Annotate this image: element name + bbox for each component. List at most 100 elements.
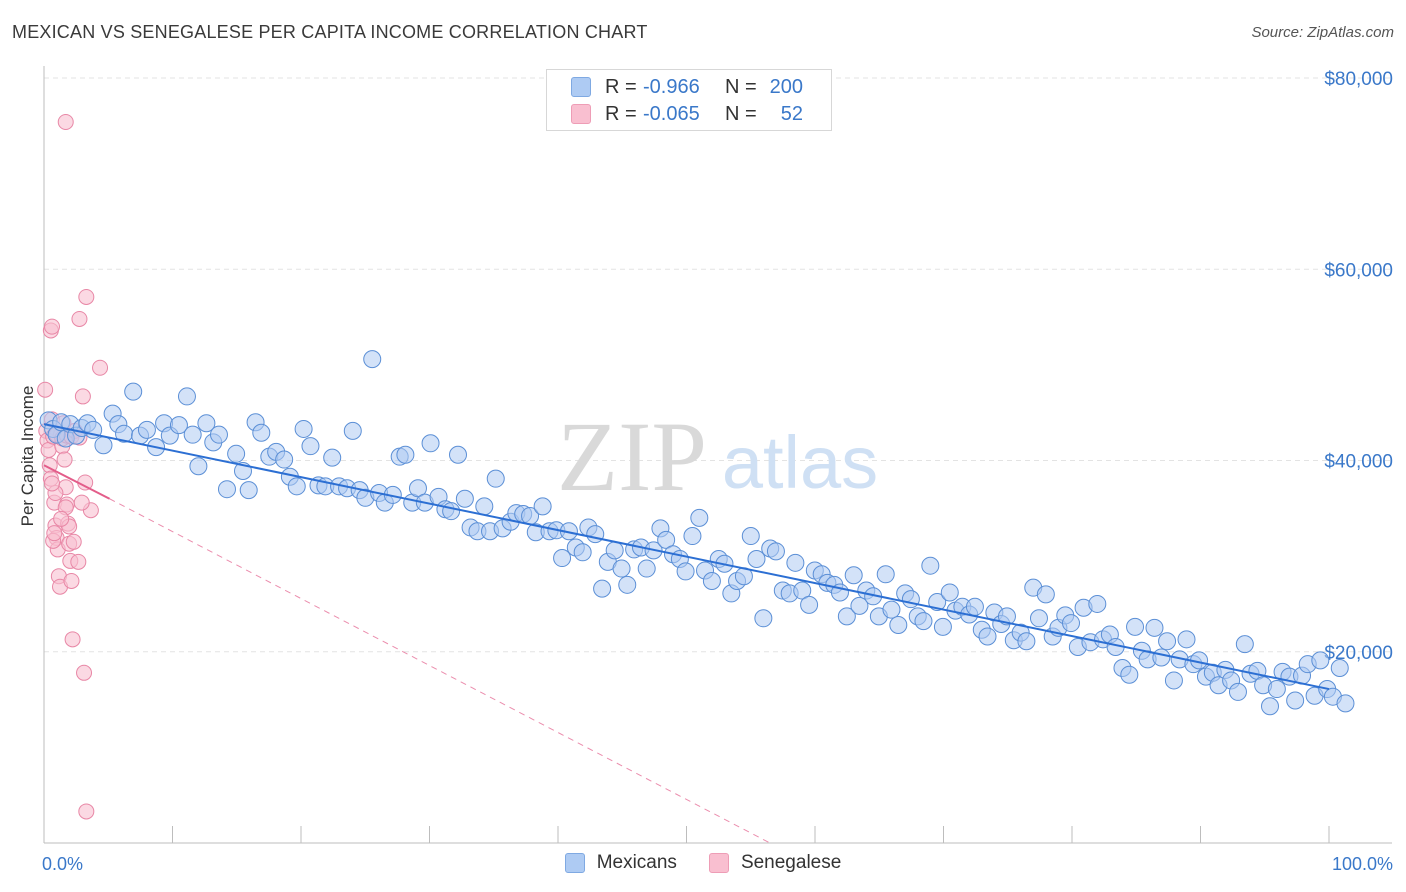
mexicans-point: [408, 479, 427, 498]
mexicans-point: [702, 571, 721, 590]
mexicans-point: [657, 530, 676, 549]
mexicans-point: [1158, 632, 1177, 651]
senegalese-point: [40, 441, 57, 458]
mexicans-point: [1177, 630, 1196, 649]
y-tick-label: $20,000: [1324, 643, 1393, 664]
series-legend: Mexicans Senegalese: [0, 852, 1406, 874]
senegalese-point: [73, 494, 90, 511]
senegalese-point: [46, 525, 63, 542]
mexicans-point: [901, 590, 920, 609]
legend-n-value: 200: [769, 75, 803, 98]
mexicans-point: [1017, 632, 1036, 651]
mexicans-point: [676, 562, 695, 581]
mexicans-point: [421, 434, 440, 453]
watermark-zip: ZIP: [557, 401, 707, 512]
mexicans-point: [882, 600, 901, 619]
mexicans-point: [690, 508, 709, 527]
mexicans-point: [449, 445, 468, 464]
mexicans-point: [837, 607, 856, 626]
mexicans-point: [793, 581, 812, 600]
senegalese-point: [57, 113, 74, 130]
mexicans-point: [637, 559, 656, 578]
mexicans-point: [486, 469, 505, 488]
mexicans-point: [1228, 682, 1247, 701]
mexicans-point: [442, 502, 461, 521]
mexicans-point: [169, 416, 188, 435]
legend-r-value: -0.065: [643, 102, 700, 125]
x-tick-label: 0.0%: [42, 854, 83, 874]
mexicans-point: [137, 420, 156, 439]
mexicans-point: [363, 350, 382, 369]
mexicans-point: [177, 387, 196, 406]
legend-swatch-mexicans: [564, 853, 585, 873]
mexicans-point: [786, 553, 805, 572]
senegalese-point: [53, 510, 70, 527]
mexicans-point: [343, 421, 362, 440]
mexicans-point: [876, 565, 895, 584]
mexicans-point: [1036, 585, 1055, 604]
mexicans-point: [754, 609, 773, 628]
senegalese-point: [74, 388, 91, 405]
senegalese-point: [77, 474, 94, 491]
mexicans-point: [275, 450, 294, 469]
mexicans-point: [124, 382, 143, 401]
legend-row-mexicans: R = -0.966 N = 200: [571, 75, 803, 99]
senegalese-point: [78, 288, 95, 305]
mexicans-point: [94, 436, 113, 455]
senegalese-point: [63, 572, 80, 589]
legend-r-value: -0.966: [643, 75, 700, 98]
mexicans-point: [475, 497, 494, 516]
mexicans-point: [323, 448, 342, 467]
mexicans-point: [227, 444, 246, 463]
mexicans-point: [294, 419, 313, 438]
mexicans-point: [189, 457, 208, 476]
senegalese-point: [92, 359, 109, 376]
mexicans-points: [39, 350, 1355, 716]
legend-n-label: N =: [725, 75, 757, 98]
mexicans-point: [455, 489, 474, 508]
senegalese-trend-extended: [109, 498, 771, 844]
mexicans-point: [209, 425, 228, 444]
senegalese-point: [44, 318, 61, 335]
mexicans-point: [1286, 691, 1305, 710]
mexicans-point: [573, 543, 592, 562]
mexicans-point: [301, 437, 320, 456]
mexicans-point: [683, 527, 702, 546]
senegalese-trend-line: [43, 464, 110, 500]
chart-title: MEXICAN VS SENEGALESE PER CAPITA INCOME …: [12, 22, 648, 42]
legend-row-senegalese: R = -0.065 N = 52: [571, 102, 803, 126]
senegalese-point: [64, 631, 81, 648]
mexicans-point: [766, 542, 785, 561]
mexicans-point: [1126, 617, 1145, 636]
x-tick-label: 100.0%: [1332, 854, 1393, 874]
mexicans-point: [239, 481, 258, 500]
mexicans-point: [921, 556, 940, 575]
mexicans-point: [1235, 635, 1254, 654]
mexicans-point: [593, 579, 612, 598]
mexicans-point: [533, 497, 552, 516]
legend-label-senegalese: Senegalese: [740, 852, 842, 873]
x-tick-labels: 0.0% 100.0%: [42, 854, 1393, 874]
mexicans-point: [850, 596, 869, 615]
y-axis-label: Per Capita Income: [18, 385, 37, 527]
mexicans-point: [978, 627, 997, 646]
mexicans-point: [287, 477, 306, 496]
mexicans-point: [889, 615, 908, 634]
senegalese-point: [76, 664, 93, 681]
mexicans-point: [396, 445, 415, 464]
senegalese-point: [65, 533, 82, 550]
mexicans-point: [914, 612, 933, 631]
mexicans-point: [1267, 680, 1286, 699]
mexicans-point: [1164, 671, 1183, 690]
senegalese-point: [37, 381, 54, 398]
mexicans-point: [800, 595, 819, 614]
mexicans-point: [1029, 609, 1048, 628]
mexicans-point: [928, 593, 947, 612]
mexicans-point: [933, 617, 952, 636]
legend-swatch-senegalese: [571, 104, 591, 124]
y-tick-label: $40,000: [1324, 452, 1393, 473]
y-tick-label: $60,000: [1324, 260, 1393, 281]
legend-label-mexicans: Mexicans: [596, 852, 677, 873]
trend-lines: [43, 423, 1330, 844]
mexicans-point: [1260, 697, 1279, 716]
